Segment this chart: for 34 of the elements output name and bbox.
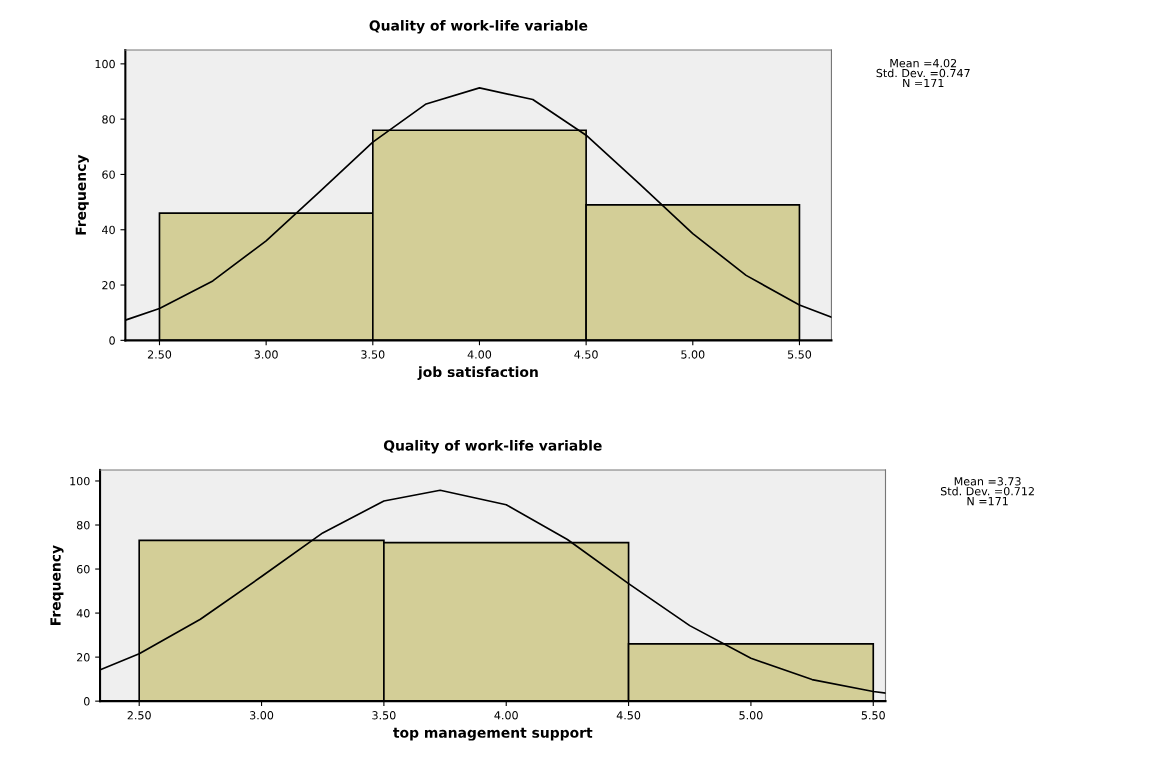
y-tick-label: 100 bbox=[70, 476, 90, 486]
y-axis-title: Frequency bbox=[75, 154, 89, 235]
y-tick-label: 40 bbox=[102, 225, 115, 235]
y-tick-label: 20 bbox=[77, 653, 90, 662]
x-axis-title: top management support bbox=[393, 727, 593, 741]
chart-title: Quality of work-life variable bbox=[383, 439, 602, 454]
x-tick-label: 3.00 bbox=[250, 711, 274, 720]
x-tick-label: 3.50 bbox=[372, 711, 396, 720]
x-tick-label: 4.50 bbox=[574, 350, 598, 359]
y-tick-label: 20 bbox=[102, 281, 115, 290]
x-tick-label: 5.50 bbox=[787, 350, 812, 359]
y-tick-label: 40 bbox=[76, 609, 90, 618]
y-axis-title: Frequency bbox=[50, 545, 64, 625]
x-tick-label: 5.50 bbox=[861, 711, 885, 720]
x-tick-label: 3.00 bbox=[254, 350, 278, 359]
x-tick-label: 5.00 bbox=[739, 711, 763, 720]
chart-title: Quality of work-life variable bbox=[369, 20, 588, 34]
y-tick-label: 0 bbox=[109, 336, 115, 345]
y-tick-label: 60 bbox=[76, 565, 90, 574]
text: Mean =3.73 Std. Dev. =0.712 N =171 bbox=[940, 477, 1034, 506]
y-tick-label: 100 bbox=[95, 59, 115, 69]
y-tick-label: 60 bbox=[102, 170, 115, 179]
y-tick-label: 0 bbox=[83, 697, 90, 706]
x-axis-title: job satisfaction bbox=[417, 366, 538, 380]
x-tick-label: 3.50 bbox=[361, 350, 385, 359]
y-tick-label: 80 bbox=[76, 520, 90, 530]
x-tick-label: 2.50 bbox=[147, 350, 172, 359]
x-tick-label: 2.50 bbox=[127, 711, 151, 720]
text: Mean =4.02 Std. Dev. =0.747 N =171 bbox=[876, 58, 970, 87]
x-tick-label: 5.00 bbox=[681, 350, 705, 359]
y-tick-label: 80 bbox=[102, 115, 115, 124]
x-tick-label: 4.50 bbox=[616, 711, 641, 720]
x-tick-label: 4.00 bbox=[467, 350, 492, 359]
x-tick-label: 4.00 bbox=[494, 711, 518, 720]
